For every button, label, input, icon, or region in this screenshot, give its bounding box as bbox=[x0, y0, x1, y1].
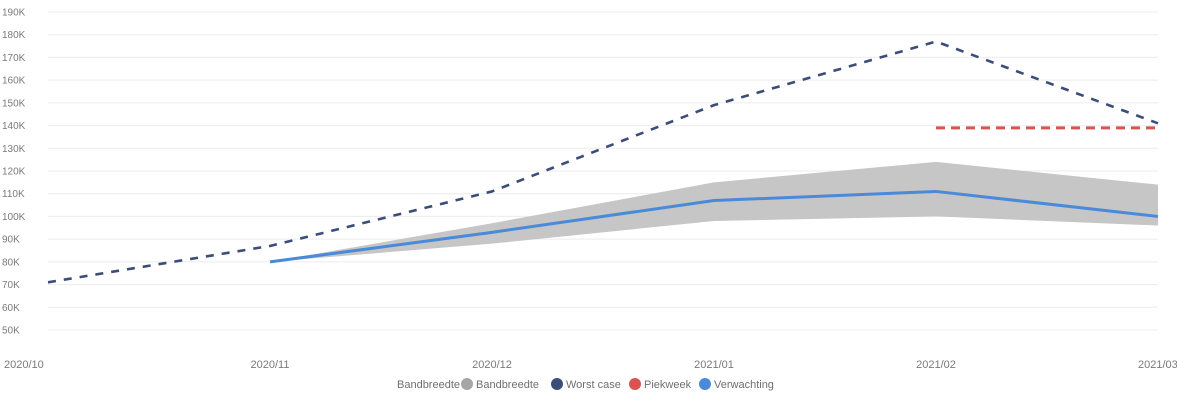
legend: Bandbreedte Bandbreedte Worst case Piekweek… bbox=[397, 378, 774, 391]
y-tick-label: 120K bbox=[2, 167, 26, 178]
verwachting-line bbox=[269, 189, 1159, 264]
worst-case-line bbox=[47, 40, 1159, 284]
legend-marker bbox=[551, 378, 563, 390]
y-tick-label: 60K bbox=[2, 303, 20, 314]
y-tick-label: 100K bbox=[2, 212, 26, 223]
x-tick-label: 2020/11 bbox=[251, 359, 290, 371]
band-layer bbox=[270, 161, 1158, 262]
legend-title: Bandbreedte bbox=[397, 379, 460, 391]
x-tick-label: 2020/10 bbox=[4, 359, 44, 371]
y-axis: 50K 60K 70K 80K 90K 100K 110K 120K 130K 140K 150K 1… bbox=[2, 8, 26, 337]
legend-marker bbox=[629, 378, 641, 390]
y-tick-label: 50K bbox=[2, 326, 20, 337]
band-area bbox=[270, 161, 1158, 262]
y-tick-label: 190K bbox=[2, 8, 26, 19]
y-tick-label: 140K bbox=[2, 121, 26, 132]
x-tick-label: 2021/02 bbox=[916, 359, 956, 371]
x-tick-label: 2021/03 bbox=[1138, 359, 1177, 371]
y-tick-label: 130K bbox=[2, 144, 26, 155]
x-tick-label: 2021/01 bbox=[694, 359, 734, 371]
legend-label: Bandbreedte bbox=[476, 379, 539, 391]
legend-marker bbox=[461, 378, 473, 390]
y-tick-label: 160K bbox=[2, 76, 26, 87]
y-tick-label: 180K bbox=[2, 30, 26, 41]
y-tick-label: 80K bbox=[2, 257, 20, 268]
y-tick-label: 70K bbox=[2, 280, 20, 291]
y-tick-label: 90K bbox=[2, 235, 20, 246]
y-tick-label: 110K bbox=[2, 189, 25, 200]
series-layer bbox=[47, 40, 1159, 284]
legend-label: Piekweek bbox=[644, 379, 692, 391]
x-axis: 2020/10 2020/11 2020/12 2021/01 2021/02 2021/… bbox=[4, 359, 1177, 371]
y-tick-label: 170K bbox=[2, 53, 26, 64]
x-tick-label: 2020/12 bbox=[472, 359, 512, 371]
legend-label: Verwachting bbox=[714, 379, 774, 391]
y-tick-label: 150K bbox=[2, 98, 26, 109]
legend-label: Worst case bbox=[566, 379, 621, 391]
legend-marker bbox=[699, 378, 711, 390]
